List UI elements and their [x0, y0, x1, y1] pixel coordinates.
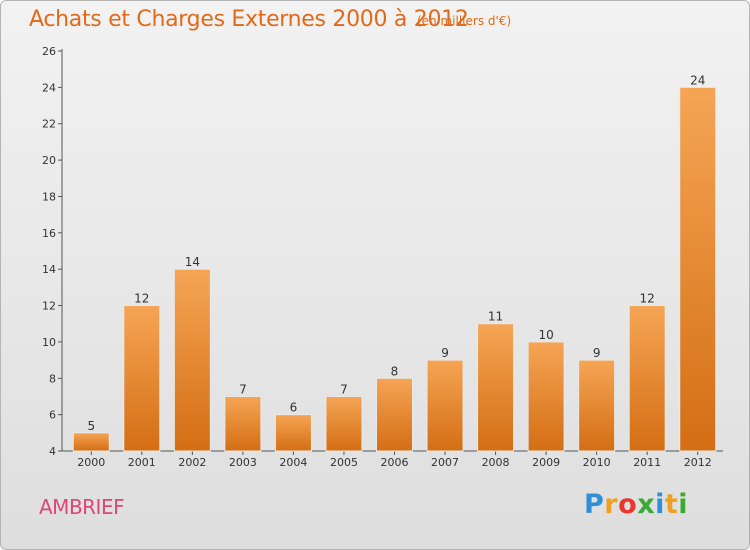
x-tick-label: 2007: [431, 456, 459, 469]
bar[interactable]: [224, 395, 262, 452]
bar[interactable]: [628, 305, 666, 452]
chart-title: Achats et Charges Externes 2000 à 2012: [29, 7, 469, 32]
bar-value-label: 7: [340, 382, 348, 396]
y-tick-label: 8: [49, 372, 56, 385]
y-tick-label: 10: [42, 336, 56, 349]
x-tick-label: 2000: [77, 456, 105, 469]
bar-value-label: 7: [239, 382, 247, 396]
bar[interactable]: [72, 432, 110, 452]
logo-letter: P: [584, 489, 605, 520]
bar-value-label: 9: [441, 346, 449, 360]
y-tick-label: 4: [49, 445, 56, 458]
logo-letter: i: [655, 489, 665, 520]
x-tick-label: 2004: [279, 456, 307, 469]
x-tick-label: 2001: [128, 456, 156, 469]
y-tick-label: 14: [42, 263, 56, 276]
proxiti-logo[interactable]: Proxiti: [584, 489, 688, 520]
bar-value-label: 14: [185, 255, 200, 269]
bar[interactable]: [274, 414, 312, 452]
y-tick-label: 20: [42, 154, 56, 167]
logo-letter: o: [618, 489, 638, 520]
y-tick-label: 22: [42, 118, 56, 131]
bar[interactable]: [173, 268, 211, 452]
y-tick-label: 18: [42, 190, 56, 203]
bar-value-label: 10: [538, 328, 553, 342]
logo-letter: r: [604, 489, 619, 520]
bar-value-label: 12: [640, 292, 655, 306]
bar-value-label: 24: [690, 73, 705, 87]
bar[interactable]: [679, 86, 717, 452]
y-tick-label: 12: [42, 300, 56, 313]
logo-letter: x: [637, 489, 656, 520]
bar[interactable]: [578, 359, 616, 452]
y-tick-label: 16: [42, 227, 56, 240]
bar[interactable]: [527, 341, 565, 452]
y-tick-label: 24: [42, 81, 56, 94]
x-tick-label: 2009: [532, 456, 560, 469]
chart-subtitle: (en milliers d'€): [417, 14, 512, 28]
commune-name: AMBRIEF: [39, 495, 125, 519]
bar-value-label: 11: [488, 310, 503, 324]
bar-value-label: 5: [87, 419, 95, 433]
bar-value-label: 12: [134, 292, 149, 306]
x-tick-label: 2003: [229, 456, 257, 469]
bar[interactable]: [376, 377, 413, 452]
bar[interactable]: [325, 395, 363, 452]
bar-value-label: 6: [290, 401, 298, 415]
y-tick-label: 6: [49, 409, 56, 422]
bar[interactable]: [426, 359, 464, 452]
x-tick-label: 2012: [684, 456, 712, 469]
x-tick-label: 2002: [178, 456, 206, 469]
bar-value-label: 8: [391, 364, 399, 378]
logo-letter: i: [678, 489, 689, 520]
bar[interactable]: [123, 305, 161, 452]
x-tick-label: 2011: [633, 456, 661, 469]
x-tick-label: 2006: [381, 456, 409, 469]
x-tick-label: 2010: [583, 456, 611, 469]
logo-letter: t: [664, 489, 679, 520]
bar-value-label: 9: [593, 346, 601, 360]
y-tick-label: 26: [42, 45, 56, 58]
bar[interactable]: [477, 323, 515, 452]
x-tick-label: 2008: [482, 456, 510, 469]
x-tick-label: 2005: [330, 456, 358, 469]
